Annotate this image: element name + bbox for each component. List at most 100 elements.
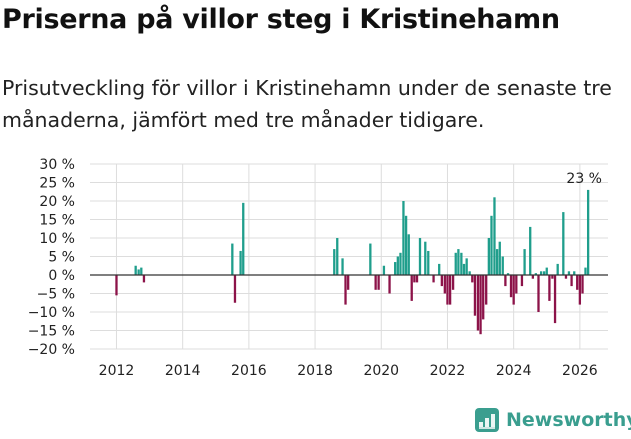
bar <box>523 249 526 275</box>
bar <box>407 234 410 275</box>
bar <box>402 201 405 275</box>
bar <box>394 262 397 275</box>
x-tick-label: 2020 <box>363 363 399 379</box>
bar <box>462 263 466 275</box>
bar <box>336 238 339 275</box>
bar <box>476 275 480 331</box>
bar <box>347 275 350 290</box>
bar <box>341 258 344 275</box>
bar <box>471 275 474 283</box>
y-tick-label: 10 % <box>39 231 75 247</box>
bar <box>562 212 565 275</box>
bar <box>542 271 546 275</box>
bar <box>242 202 245 275</box>
bar <box>134 265 137 275</box>
bar <box>432 275 435 283</box>
bar <box>553 275 557 324</box>
bar <box>556 263 559 275</box>
bar <box>539 271 543 275</box>
newsworthy-logo-icon <box>475 408 499 432</box>
bar <box>448 275 452 305</box>
bar <box>551 275 554 279</box>
x-tick-label: 2012 <box>99 363 135 379</box>
y-axis-ticks: 30 % 25 % 20 % 15 % 10 % 5 % 0 % −5 % −10 % −15 %… <box>28 157 75 358</box>
bars <box>115 189 590 335</box>
bar <box>573 271 576 275</box>
bar <box>490 215 493 275</box>
bar <box>460 252 463 275</box>
bar <box>545 267 548 275</box>
bar <box>137 269 140 275</box>
bar <box>344 275 347 305</box>
bar <box>410 275 413 301</box>
bar <box>570 275 573 287</box>
x-tick-label: 2014 <box>165 363 201 379</box>
bar <box>485 275 488 305</box>
y-tick-label: 25 % <box>39 176 75 192</box>
bar <box>443 275 446 294</box>
x-tick-label: 2026 <box>562 363 598 379</box>
x-axis-ticks: 2012 2014 2016 2018 2020 2022 2024 2026 <box>99 363 598 379</box>
grid-lines <box>90 163 608 350</box>
bar <box>413 275 416 283</box>
y-tick-label: −20 % <box>28 342 75 358</box>
bar <box>438 263 441 275</box>
bar <box>584 267 587 275</box>
bar <box>498 241 501 275</box>
y-tick-label: 0 % <box>48 268 75 284</box>
bar <box>454 252 457 275</box>
bar <box>504 275 507 287</box>
x-tick-label: 2018 <box>297 363 333 379</box>
bar <box>586 189 590 275</box>
y-tick-label: −5 % <box>37 287 75 303</box>
x-tick-label: 2024 <box>496 363 532 379</box>
bar <box>396 256 399 275</box>
bar <box>333 249 336 275</box>
bar <box>440 275 443 287</box>
brand-name: Newsworthy <box>506 409 631 431</box>
y-tick-label: −10 % <box>28 305 75 321</box>
bar <box>457 249 460 275</box>
bar <box>537 275 540 312</box>
bar <box>446 275 449 305</box>
bar <box>501 256 504 275</box>
bar <box>427 250 430 275</box>
bar <box>374 275 377 290</box>
bar <box>404 215 408 275</box>
newsworthy-logo: Newsworthy <box>475 408 631 432</box>
last-value-annotation: 23 % <box>566 171 602 187</box>
bar <box>512 275 515 305</box>
bar <box>479 275 482 335</box>
x-tick-label: 2022 <box>430 363 466 379</box>
x-tick-label: 2016 <box>231 363 267 379</box>
bar <box>418 238 422 275</box>
y-tick-label: −15 % <box>28 324 75 340</box>
bar <box>388 275 391 294</box>
y-tick-label: 30 % <box>39 157 75 173</box>
bar <box>515 275 518 294</box>
bar <box>399 252 402 275</box>
bar <box>493 197 496 275</box>
bar <box>415 275 419 283</box>
bar <box>382 265 386 275</box>
bar <box>115 275 118 296</box>
bar <box>548 275 551 301</box>
bar <box>529 226 532 275</box>
chart-subtitle: Prisutveckling för villor i Kristinehamn… <box>2 76 612 132</box>
bar <box>465 258 468 275</box>
y-tick-label: 15 % <box>39 213 75 229</box>
bar <box>534 273 537 275</box>
bar <box>487 238 490 275</box>
bar <box>473 275 477 316</box>
bar <box>531 275 535 279</box>
bar <box>231 243 234 275</box>
bar <box>468 271 471 275</box>
bar <box>239 250 242 275</box>
bar <box>233 275 237 303</box>
annotations: 23 % <box>566 171 602 187</box>
bar <box>509 275 513 298</box>
bar <box>451 275 455 290</box>
bar <box>495 249 499 275</box>
y-tick-label: 20 % <box>39 194 75 210</box>
